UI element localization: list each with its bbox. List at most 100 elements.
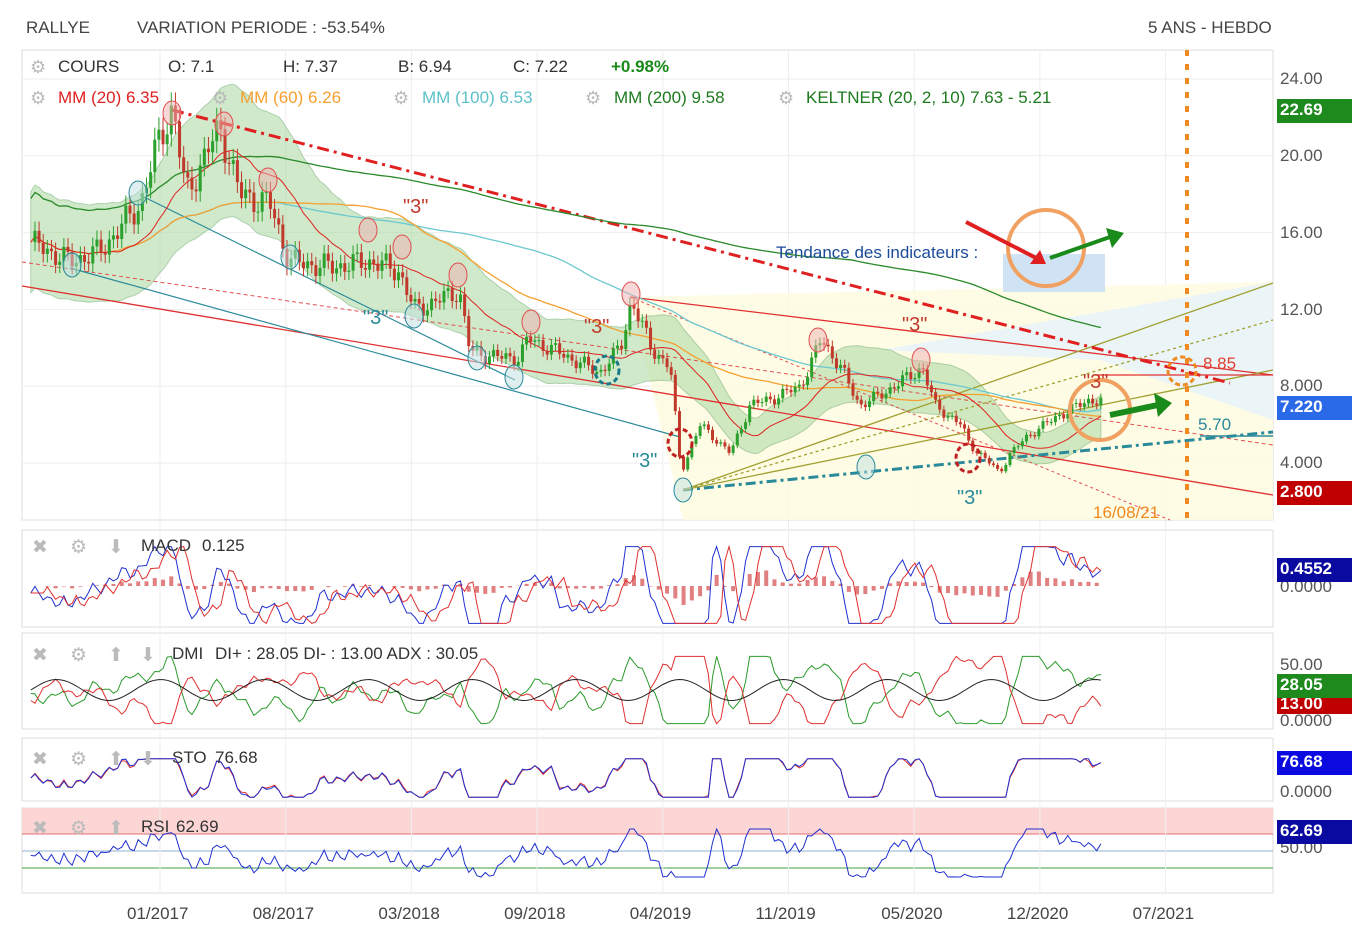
candle bbox=[797, 384, 801, 387]
candle bbox=[892, 387, 896, 389]
pivot-marker bbox=[666, 427, 694, 459]
macd-histogram-bar bbox=[714, 574, 719, 586]
gear-icon[interactable]: ⚙ bbox=[778, 88, 795, 108]
macd-histogram-bar bbox=[433, 586, 438, 589]
candle bbox=[909, 372, 913, 380]
candle bbox=[1049, 422, 1053, 424]
gear-icon[interactable]: ⚙ bbox=[30, 88, 47, 108]
wave-label: "3" bbox=[957, 487, 983, 509]
macd-histogram-bar bbox=[359, 586, 364, 587]
candle bbox=[987, 457, 991, 464]
candle bbox=[706, 424, 710, 430]
candle bbox=[781, 388, 785, 399]
candle bbox=[467, 316, 471, 347]
gear-icon[interactable]: ⚙ bbox=[585, 88, 602, 108]
candle bbox=[339, 263, 343, 269]
move-up-icon[interactable]: ⬆ bbox=[108, 818, 124, 839]
gear-icon[interactable]: ⚙ bbox=[30, 57, 47, 77]
candle bbox=[157, 129, 161, 140]
candle bbox=[653, 349, 657, 359]
trend-line bbox=[21, 261, 1274, 446]
candle bbox=[810, 357, 814, 377]
gear-icon[interactable]: ⚙ bbox=[70, 818, 88, 839]
candle bbox=[595, 371, 599, 374]
gear-icon[interactable]: ⚙ bbox=[212, 88, 229, 108]
candle bbox=[487, 356, 491, 364]
macd-histogram-bar bbox=[466, 586, 471, 592]
close-icon[interactable]: ✖ bbox=[32, 537, 48, 558]
move-down-icon[interactable]: ⬇ bbox=[140, 645, 156, 666]
gear-icon[interactable]: ⚙ bbox=[70, 645, 88, 666]
pivot-marker bbox=[448, 262, 468, 288]
candle bbox=[888, 387, 892, 394]
candle bbox=[917, 368, 921, 379]
candle bbox=[806, 376, 810, 385]
rsi-badge: 62.69 bbox=[1277, 820, 1352, 844]
gear-icon[interactable]: ⚙ bbox=[393, 88, 410, 108]
close-icon[interactable]: ✖ bbox=[32, 645, 48, 666]
macd-histogram-bar bbox=[491, 586, 496, 593]
candle bbox=[529, 336, 533, 342]
move-down-icon[interactable]: ⬇ bbox=[108, 537, 124, 558]
macd-histogram-bar bbox=[235, 586, 240, 589]
wave-label: "3" bbox=[363, 307, 389, 329]
y-tick: 24.00 bbox=[1280, 69, 1323, 88]
candle bbox=[392, 268, 396, 281]
macd-histogram-bar bbox=[681, 586, 686, 605]
candle bbox=[554, 343, 558, 345]
gear-icon[interactable]: ⚙ bbox=[70, 749, 88, 770]
candle bbox=[343, 263, 347, 272]
candle bbox=[628, 304, 632, 331]
candle bbox=[591, 365, 595, 374]
wave-label: "3" bbox=[632, 450, 658, 472]
candle bbox=[78, 255, 82, 264]
candle bbox=[380, 260, 384, 271]
wave-label: "3" bbox=[584, 316, 610, 338]
trend-line bbox=[629, 296, 1274, 376]
x-tick-label: 05/2020 bbox=[881, 904, 943, 923]
candle bbox=[1000, 468, 1004, 472]
gear-icon[interactable]: ⚙ bbox=[70, 537, 88, 558]
macd-histogram-bar bbox=[185, 586, 190, 589]
macd-histogram-bar bbox=[640, 578, 645, 586]
pivot-marker bbox=[358, 217, 378, 243]
candle bbox=[347, 270, 351, 272]
pivot-marker bbox=[128, 180, 148, 206]
macd-histogram-bar bbox=[169, 576, 174, 586]
macd-signal-line bbox=[30, 544, 1102, 625]
candle bbox=[1008, 452, 1012, 465]
candle bbox=[314, 265, 318, 277]
pivot-marker bbox=[392, 234, 412, 260]
candle bbox=[318, 267, 322, 277]
candle bbox=[739, 428, 743, 434]
candle bbox=[417, 298, 421, 304]
move-down-icon[interactable]: ⬇ bbox=[140, 749, 156, 770]
candle bbox=[111, 235, 115, 240]
candle bbox=[161, 129, 165, 145]
period-selector[interactable]: 5 ANS - HEBDO bbox=[1148, 18, 1272, 37]
macd-histogram-bar bbox=[822, 576, 827, 586]
rsi-line bbox=[30, 827, 1102, 878]
symbol: RALLYE bbox=[26, 18, 90, 37]
candle bbox=[463, 294, 467, 317]
down-arrow-icon bbox=[1030, 250, 1046, 264]
candle bbox=[905, 372, 909, 376]
macd-histogram-bar bbox=[888, 583, 893, 586]
close-icon[interactable]: ✖ bbox=[32, 749, 48, 770]
candle bbox=[967, 428, 971, 441]
macd-histogram-bar bbox=[1036, 571, 1041, 586]
macd-histogram-bar bbox=[94, 585, 99, 586]
macd-histogram-bar bbox=[689, 586, 694, 601]
macd-histogram-bar bbox=[598, 586, 603, 589]
candle bbox=[186, 172, 190, 178]
move-up-icon[interactable]: ⬆ bbox=[108, 749, 124, 770]
macd-histogram-bar bbox=[805, 579, 810, 586]
close-icon[interactable]: ✖ bbox=[32, 818, 48, 839]
candle bbox=[851, 383, 855, 396]
trend-line bbox=[682, 369, 1274, 491]
candle bbox=[508, 353, 512, 357]
move-up-icon[interactable]: ⬆ bbox=[108, 645, 124, 666]
candle bbox=[607, 363, 611, 372]
candle bbox=[91, 246, 95, 264]
